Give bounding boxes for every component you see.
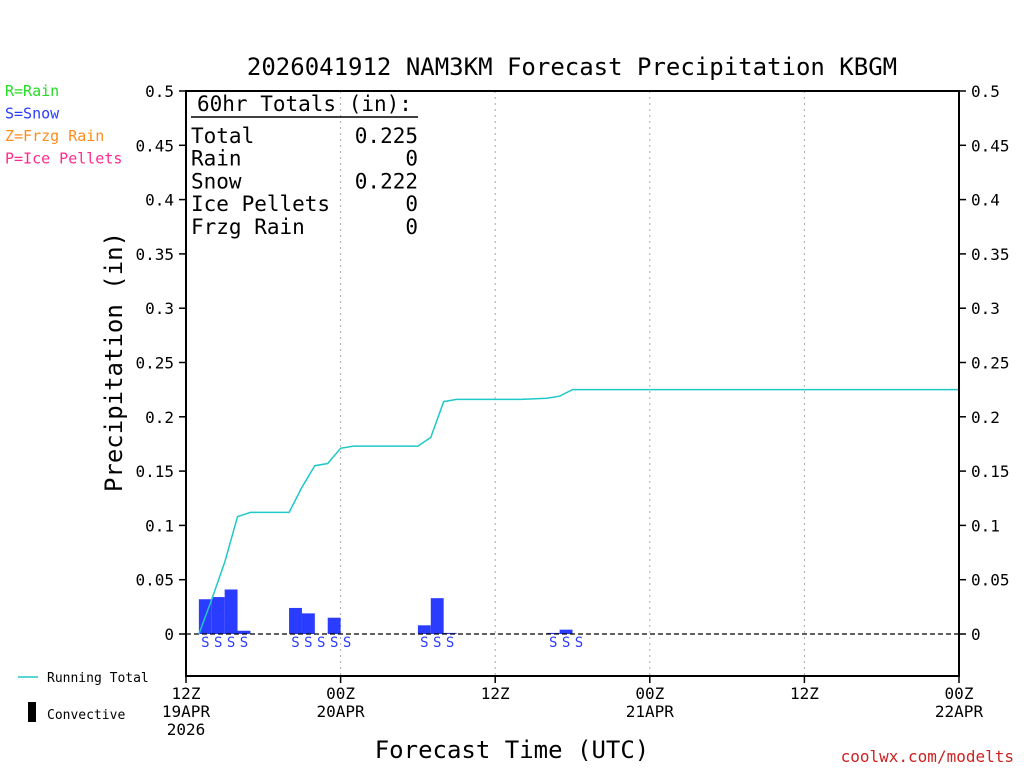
precip-bar-10 [546, 632, 560, 634]
convective-swatch [28, 702, 36, 722]
credit-text: coolwx.com/modelts [841, 747, 1014, 766]
precip-bar-1 [211, 597, 225, 634]
totals-box: 60hr Totals (in): Total 0.225 Rain 0 Snow 0.2… [191, 92, 418, 239]
ptype-marker-4: S [291, 635, 299, 651]
precip-bar-4 [289, 607, 302, 634]
y-tick-label-right-2: 0.1 [971, 516, 1000, 535]
ptype-marker-10: S [433, 635, 441, 651]
ptype-marker-5: S [304, 635, 312, 651]
x-tick-label-1-0: 00Z [326, 684, 355, 703]
y-tick-label-right-1: 0.05 [971, 571, 1010, 590]
ptype-legend-item-3: P=Ice Pellets [5, 150, 122, 168]
totals-rows: Total 0.225 Rain 0 Snow 0.222 Ice Pellets 0 Frzg… [191, 124, 418, 239]
totals-value-0: 0.225 [355, 124, 418, 148]
convective-legend-label: Convective [47, 708, 125, 723]
ptype-marker-14: S [575, 635, 583, 651]
y-tick-label-right-7: 0.35 [971, 245, 1010, 264]
x-tick-label-3-1: 21APR [626, 702, 675, 721]
y-tick-label-left-6: 0.3 [145, 299, 174, 318]
y-tick-label-right-9: 0.45 [971, 136, 1010, 155]
y-tick-label-left-7: 0.35 [135, 245, 174, 264]
y-tick-label-left-2: 0.1 [145, 516, 174, 535]
ptype-legend-item-0: R=Rain [5, 82, 59, 100]
y-tick-label-left-1: 0.05 [135, 571, 174, 590]
ptype-marker-12: S [549, 635, 557, 651]
totals-value-1: 0 [405, 147, 418, 171]
bar-series [198, 589, 573, 634]
totals-value-3: 0 [405, 192, 418, 216]
precip-bar-6 [327, 617, 341, 634]
precip-bar-7 [417, 625, 431, 634]
ptype-marker-1: S [214, 635, 222, 651]
totals-label-2: Snow [191, 169, 242, 193]
plot-frame [185, 90, 960, 677]
y-tick-label-left-0: 0 [164, 625, 174, 644]
x-tick-label-4-0: 12Z [790, 684, 819, 703]
y-tick-label-left-9: 0.45 [135, 136, 174, 155]
y-tick-label-right-0: 0 [971, 625, 981, 644]
precip-bar-2 [224, 589, 238, 634]
ptype-marker-2: S [227, 635, 235, 651]
ptype-marker-13: S [562, 635, 570, 651]
y-ticks-left: 0 0.05 0.1 0.15 0.2 0.25 0.3 0.35 0.4 0.45 0.5 [135, 82, 186, 644]
chart-title: 2026041912 NAM3KM Forecast Precipitation… [247, 53, 897, 81]
x-tick-label-0-1: 19APR [162, 702, 211, 721]
y-tick-label-right-3: 0.15 [971, 462, 1010, 481]
ptype-marker-3: S [240, 635, 248, 651]
ptype-marker-11: S [446, 635, 454, 651]
ptype-marker-9: S [420, 635, 428, 651]
running-total-line [198, 388, 959, 635]
totals-label-1: Rain [191, 147, 242, 171]
totals-value-4: 0 [405, 215, 418, 239]
y-tick-label-left-8: 0.4 [145, 191, 174, 210]
ptype-legend: R=Rain S=Snow Z=Frzg Rain P=Ice Pellets [5, 82, 122, 168]
grid-lines [340, 91, 805, 676]
totals-label-4: Frzg Rain [191, 215, 305, 239]
y-tick-label-right-5: 0.25 [971, 354, 1010, 373]
precip-bar-3 [237, 630, 251, 634]
y-tick-label-left-5: 0.25 [135, 354, 174, 373]
x-tick-label-0-2: 2026 [167, 720, 206, 739]
y-tick-label-left-3: 0.15 [135, 462, 174, 481]
y-axis-title: Precipitation (in) [100, 232, 128, 492]
running-total-series [198, 388, 959, 635]
ptype-legend-item-2: Z=Frzg Rain [5, 127, 104, 145]
x-tick-label-1-1: 20APR [317, 702, 366, 721]
y-tick-label-left-10: 0.5 [145, 82, 174, 101]
ptype-marker-7: S [330, 635, 338, 651]
ptype-marker-0: S [201, 635, 209, 651]
y-tick-label-right-8: 0.4 [971, 191, 1000, 210]
totals-label-0: Total [191, 124, 254, 148]
precip-bar-11 [559, 629, 573, 634]
totals-value-2: 0.222 [355, 169, 418, 193]
y-ticks-right: 0 0.05 0.1 0.15 0.2 0.25 0.3 0.35 0.4 0.45 0.5 [959, 82, 1010, 644]
x-tick-label-5-1: 22APR [935, 702, 984, 721]
series-legend: Running Total Convective [18, 671, 149, 723]
x-axis-title: Forecast Time (UTC) [375, 736, 650, 764]
x-tick-label-5-0: 00Z [945, 684, 974, 703]
totals-heading: 60hr Totals (in): [197, 92, 412, 116]
x-tick-label-0-0: 12Z [172, 684, 201, 703]
ptype-marker-8: S [343, 635, 351, 651]
running-total-legend-label: Running Total [47, 671, 149, 686]
precip-bar-8 [430, 598, 444, 634]
x-tick-label-2-0: 12Z [481, 684, 510, 703]
y-tick-label-right-6: 0.3 [971, 299, 1000, 318]
x-tick-label-3-0: 00Z [635, 684, 664, 703]
ptype-legend-item-1: S=Snow [5, 105, 60, 123]
y-tick-label-right-4: 0.2 [971, 408, 1000, 427]
precip-bar-5 [301, 613, 315, 634]
ptype-marker-6: S [317, 635, 325, 651]
totals-label-3: Ice Pellets [191, 192, 330, 216]
y-tick-label-left-4: 0.2 [145, 408, 174, 427]
y-tick-label-right-10: 0.5 [971, 82, 1000, 101]
